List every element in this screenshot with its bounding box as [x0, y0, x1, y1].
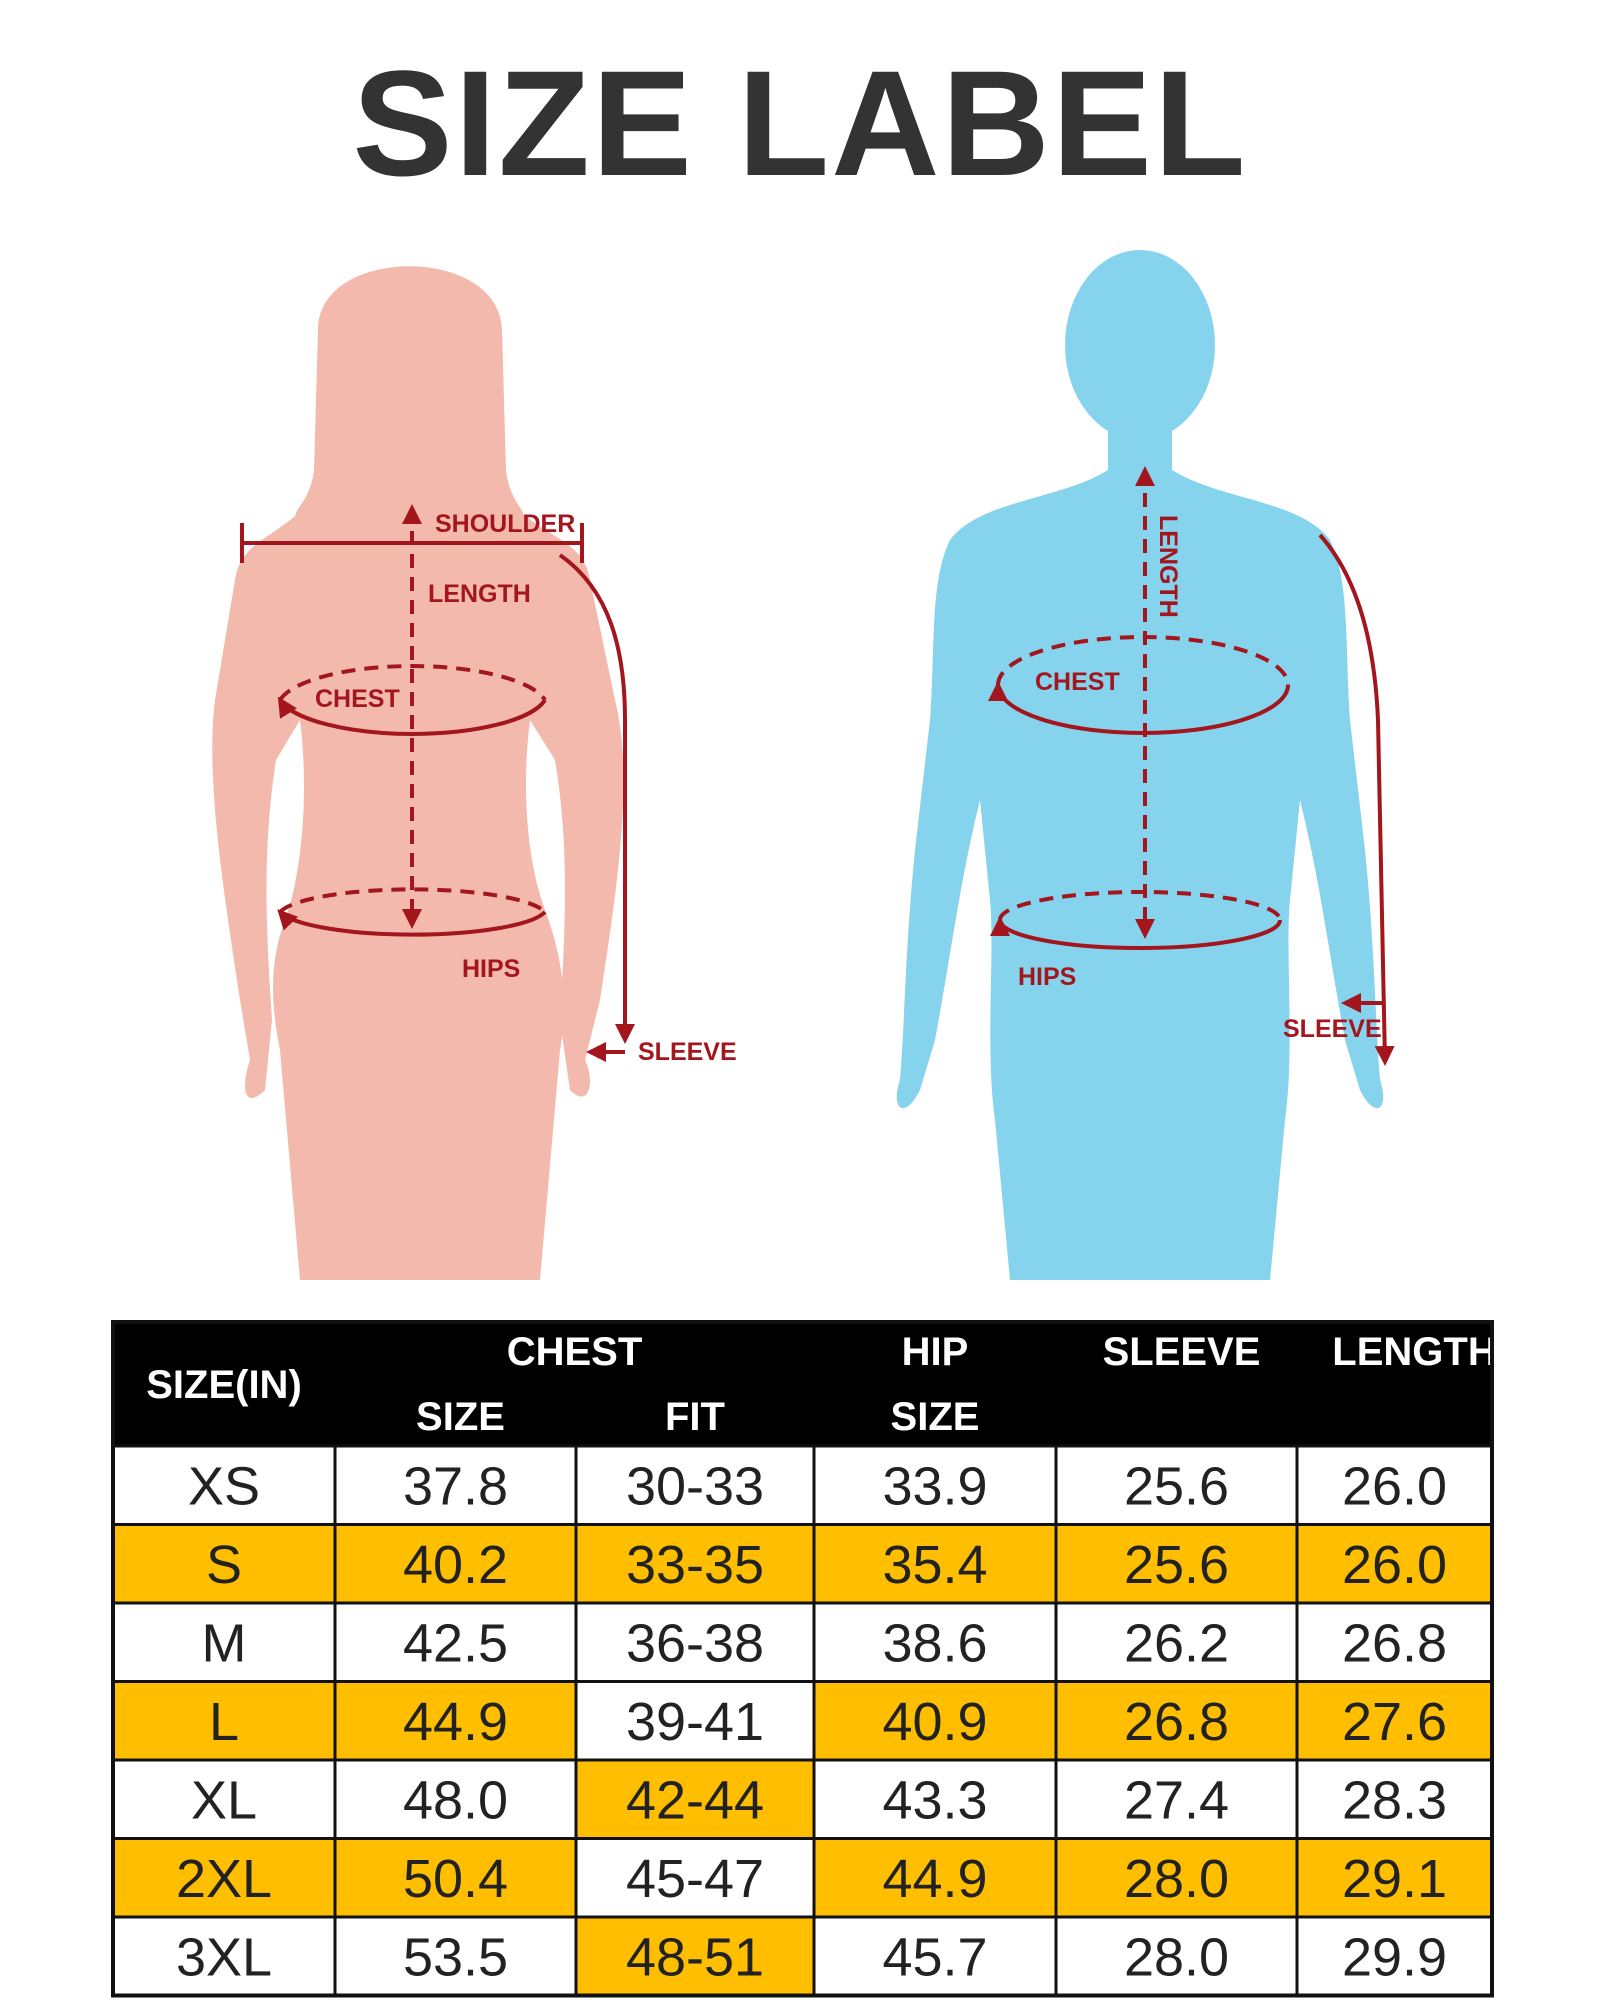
cell-text: 26.0 [1342, 1456, 1447, 1516]
cell-text: 25.6 [1124, 1456, 1229, 1516]
header-cell: SIZE [416, 1395, 505, 1439]
figure-label: SHOULDER [435, 510, 575, 538]
table-cell [812, 1915, 1058, 1997]
title: SIZE LABEL [352, 39, 1247, 207]
man-figure: LENGTH CHEST HIPS SLEEVE [896, 250, 1395, 1280]
header-cell: SIZE [891, 1395, 980, 1439]
table-cell [574, 1444, 816, 1526]
figure-label: SLEEVE [638, 1038, 737, 1066]
cell-text: 33.9 [882, 1456, 987, 1516]
cell-text: 27.6 [1342, 1692, 1447, 1752]
cell-text: 28.0 [1124, 1927, 1229, 1987]
table-cell [1295, 1601, 1494, 1683]
table-cell [1295, 1680, 1494, 1762]
cell-text: 3XL [176, 1927, 272, 1987]
cell-text: 45-47 [626, 1849, 764, 1909]
table-cell [1295, 1915, 1494, 1997]
figure-label: CHEST [315, 685, 400, 713]
table-cell [333, 1680, 578, 1762]
cell-text: 48.0 [403, 1770, 508, 1830]
header-cell: HIP [902, 1330, 969, 1374]
cell-text: 28.0 [1124, 1849, 1229, 1909]
cell-text: 40.2 [403, 1535, 508, 1595]
cell-text: M [202, 1613, 247, 1673]
table-cell [1295, 1523, 1494, 1605]
figure-label: SLEEVE [1283, 1015, 1382, 1043]
figure-label: HIPS [462, 955, 520, 983]
table-cell [812, 1758, 1058, 1840]
cell-text: 25.6 [1124, 1535, 1229, 1595]
table-cell [1295, 1444, 1494, 1526]
table-cell [574, 1680, 816, 1762]
cell-text: 45.7 [882, 1927, 987, 1987]
table-cell [1295, 1758, 1494, 1840]
cell-text: 53.5 [403, 1927, 508, 1987]
cell-text: 29.1 [1342, 1849, 1447, 1909]
table-cell [1054, 1680, 1299, 1762]
cell-text: 29.9 [1342, 1927, 1447, 1987]
header-cell: LENGTH [1332, 1330, 1496, 1374]
cell-text: 2XL [176, 1849, 272, 1909]
header-cell: SLEEVE [1103, 1330, 1261, 1374]
cell-text: S [206, 1535, 242, 1595]
cell-text: 50.4 [403, 1849, 508, 1909]
cell-text: 26.8 [1342, 1613, 1447, 1673]
figure-label: CHEST [1035, 668, 1120, 696]
figure-label: LENGTH [1154, 515, 1182, 618]
table-cell [333, 1444, 578, 1526]
table-cell [812, 1601, 1058, 1683]
figure-label: LENGTH [428, 580, 531, 608]
cell-text: XS [188, 1456, 260, 1516]
header-cell: CHEST [507, 1330, 643, 1374]
cell-text: 26.8 [1124, 1692, 1229, 1752]
cell-text: 30-33 [626, 1456, 764, 1516]
header-cell: SIZE(IN) [146, 1363, 302, 1407]
cell-text: 27.4 [1124, 1770, 1229, 1830]
cell-text: 48-51 [626, 1927, 764, 1987]
table-cell [812, 1680, 1058, 1762]
cell-text: 37.8 [403, 1456, 508, 1516]
table-cell [333, 1915, 578, 1997]
cell-text: 26.0 [1342, 1535, 1447, 1595]
cell-text: L [209, 1692, 239, 1752]
cell-text: 42-44 [626, 1770, 764, 1830]
cell-text: 44.9 [403, 1692, 508, 1752]
header-cell: FIT [665, 1395, 725, 1439]
table-cell [111, 1758, 337, 1840]
table-cell [574, 1601, 816, 1683]
table-cell [812, 1523, 1058, 1605]
table-cell [333, 1601, 578, 1683]
cell-text: 35.4 [882, 1535, 987, 1595]
woman-figure: SHOULDER LENGTH CHEST HIPS SLEEVE [212, 266, 737, 1280]
table-cell [1054, 1601, 1299, 1683]
cell-text: XL [191, 1770, 257, 1830]
table-border [111, 1320, 1494, 1998]
table-cell [1295, 1837, 1494, 1919]
cell-text: 36-38 [626, 1613, 764, 1673]
table-cell [111, 1601, 337, 1683]
table-cell [111, 1523, 337, 1605]
table-cell [111, 1915, 337, 1997]
cell-text: 39-41 [626, 1692, 764, 1752]
cell-text: 42.5 [403, 1613, 508, 1673]
cell-text: 26.2 [1124, 1613, 1229, 1673]
table-cell [1054, 1444, 1299, 1526]
table-cell [333, 1523, 578, 1605]
table-header [113, 1322, 1492, 1446]
cell-text: 33-35 [626, 1535, 764, 1595]
cell-text: 40.9 [882, 1692, 987, 1752]
cell-text: 28.3 [1342, 1770, 1447, 1830]
figure-label: HIPS [1018, 963, 1076, 991]
cell-text: 38.6 [882, 1613, 987, 1673]
cell-text: 43.3 [882, 1770, 987, 1830]
cell-text: 44.9 [882, 1849, 987, 1909]
